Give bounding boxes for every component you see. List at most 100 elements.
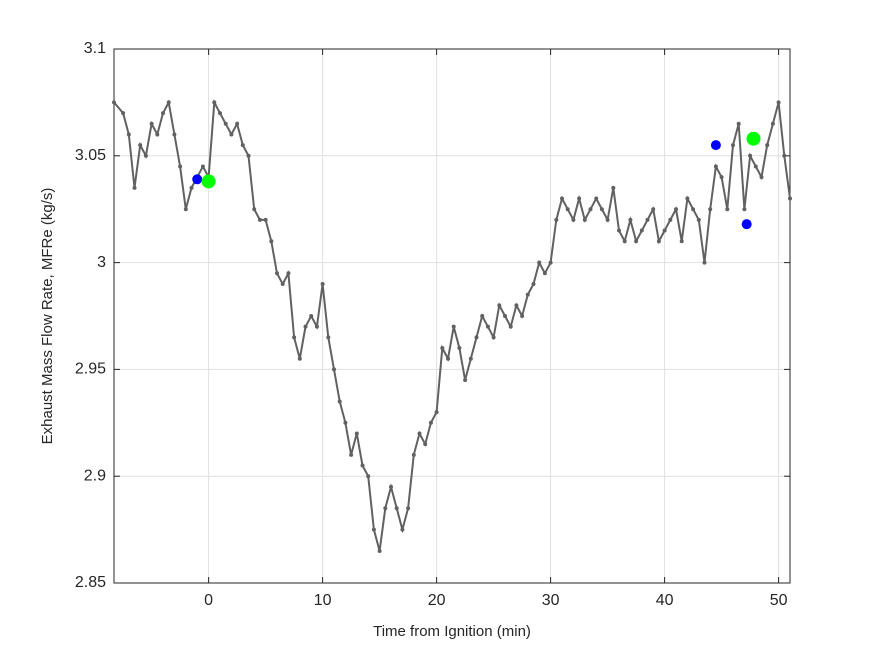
highlight-point xyxy=(201,174,216,189)
data-point xyxy=(485,324,490,329)
data-point xyxy=(377,548,382,553)
data-point xyxy=(257,217,262,222)
data-point xyxy=(400,527,405,532)
data-point xyxy=(440,346,445,351)
x-tick-label: 30 xyxy=(542,592,560,609)
data-point xyxy=(491,335,496,340)
data-point xyxy=(434,410,439,415)
data-point xyxy=(656,239,661,244)
data-point xyxy=(542,271,547,276)
data-point xyxy=(292,335,297,340)
data-point xyxy=(269,239,274,244)
data-point xyxy=(349,452,354,457)
data-point xyxy=(611,185,616,190)
data-point xyxy=(229,132,234,137)
data-point xyxy=(463,378,468,383)
data-point xyxy=(753,164,758,169)
data-point xyxy=(121,111,126,116)
data-point xyxy=(337,399,342,404)
data-point xyxy=(275,271,280,276)
plot-frame xyxy=(113,48,791,584)
data-point xyxy=(189,185,194,190)
y-tick-label: 3 xyxy=(97,254,106,271)
data-point xyxy=(132,185,137,190)
data-point xyxy=(183,207,188,212)
highlight-point xyxy=(741,219,752,230)
x-tick-label: 50 xyxy=(770,592,788,609)
data-point xyxy=(366,474,371,479)
highlight-point xyxy=(710,140,721,151)
data-point xyxy=(788,196,792,201)
data-point xyxy=(708,207,713,212)
data-point xyxy=(748,153,753,158)
data-point xyxy=(314,324,319,329)
data-point xyxy=(354,431,359,436)
data-point xyxy=(332,367,337,372)
data-point xyxy=(537,260,542,265)
data-point xyxy=(731,143,736,148)
data-point xyxy=(389,484,394,489)
data-point xyxy=(246,153,251,158)
data-point xyxy=(782,153,787,158)
data-point xyxy=(446,356,451,361)
data-point xyxy=(497,303,502,308)
data-point xyxy=(759,175,764,180)
data-point xyxy=(143,153,148,158)
data-point xyxy=(605,217,610,222)
data-point xyxy=(565,207,570,212)
data-point xyxy=(548,260,553,265)
data-point xyxy=(508,324,513,329)
data-point xyxy=(240,143,245,148)
data-point xyxy=(770,121,775,126)
x-axis-label: Time from Ignition (min) xyxy=(373,623,531,640)
data-point xyxy=(742,207,747,212)
data-point xyxy=(588,207,593,212)
data-point xyxy=(451,324,456,329)
data-point xyxy=(126,132,131,137)
data-point xyxy=(594,196,599,201)
highlight-point xyxy=(746,131,761,146)
data-point xyxy=(599,207,604,212)
data-point xyxy=(674,207,679,212)
data-point xyxy=(582,217,587,222)
data-point xyxy=(696,217,701,222)
y-tick-label: 2.95 xyxy=(75,361,106,378)
data-point xyxy=(343,420,348,425)
data-point xyxy=(252,207,257,212)
data-point xyxy=(628,217,633,222)
data-point xyxy=(725,207,730,212)
data-point xyxy=(383,506,388,511)
data-point xyxy=(713,164,718,169)
data-point xyxy=(155,132,160,137)
y-tick-label: 2.9 xyxy=(84,467,106,484)
data-point xyxy=(149,121,154,126)
data-point xyxy=(360,463,365,468)
data-point xyxy=(428,420,433,425)
data-point xyxy=(514,303,519,308)
data-point xyxy=(503,314,508,318)
data-point xyxy=(303,324,308,329)
data-point xyxy=(417,431,422,436)
x-tick-label: 0 xyxy=(204,592,213,609)
data-point xyxy=(531,281,536,286)
data-point xyxy=(554,217,559,222)
data-point xyxy=(679,239,684,244)
data-point xyxy=(263,217,268,222)
data-point xyxy=(406,506,411,511)
data-point xyxy=(776,100,781,105)
data-point xyxy=(691,207,696,212)
data-point xyxy=(468,356,473,361)
data-point xyxy=(235,121,240,126)
data-point xyxy=(560,196,565,201)
data-point xyxy=(634,239,639,244)
data-point xyxy=(223,121,228,126)
data-point xyxy=(178,164,183,169)
data-point xyxy=(571,217,576,222)
data-point xyxy=(765,143,770,148)
data-point xyxy=(166,100,171,105)
highlight-point xyxy=(192,174,203,185)
data-point xyxy=(577,196,582,201)
plot-area xyxy=(114,49,790,583)
data-point xyxy=(411,452,416,457)
